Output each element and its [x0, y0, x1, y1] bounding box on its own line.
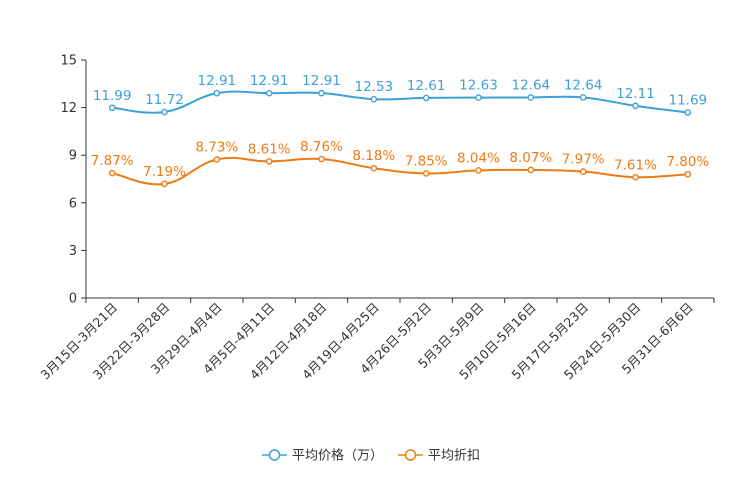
- y-tick-label: 15: [60, 54, 77, 69]
- data-label: 12.11: [616, 86, 655, 102]
- data-point: [161, 108, 168, 116]
- data-point: [213, 89, 221, 97]
- legend-label: 平均价格（万）: [292, 448, 383, 464]
- data-point: [108, 104, 116, 112]
- data-point: [475, 94, 482, 101]
- legend-marker-icon: [268, 449, 281, 461]
- data-label: 12.91: [198, 73, 237, 89]
- legend-marker-icon: [404, 449, 417, 461]
- legend-label: 平均折扣: [428, 449, 480, 464]
- series-1: 7.87% 7.19% 8.73% 8.61% 8.76% 8.18% 7.85% 8.04%…: [91, 139, 709, 188]
- legend-item[interactable]: 平均折扣: [398, 449, 480, 464]
- data-point: [527, 166, 535, 174]
- data-point: [422, 170, 430, 177]
- data-label: 8.18%: [352, 148, 395, 164]
- data-label: 12.64: [512, 77, 551, 93]
- y-axis: 0 3 6 9 12 15: [60, 54, 87, 307]
- data-point: [370, 95, 378, 103]
- data-label: 8.04%: [457, 150, 500, 166]
- data-label: 7.19%: [143, 164, 186, 180]
- data-label: 12.53: [355, 79, 394, 95]
- data-point: [213, 156, 221, 163]
- data-label: 12.64: [564, 77, 603, 93]
- x-axis: 3月15日-3月21日3月22日-3月28日3月29日-4月4日4月5日-4月1…: [37, 297, 715, 382]
- legend-item[interactable]: 平均价格（万）: [262, 448, 383, 464]
- data-point: [579, 94, 587, 101]
- data-point: [475, 167, 482, 174]
- data-point: [579, 168, 587, 175]
- data-label: 11.72: [145, 92, 184, 108]
- data-point: [632, 102, 639, 110]
- y-tick-label: 3: [69, 244, 77, 259]
- data-label: 8.61%: [248, 141, 291, 157]
- y-tick-label: 12: [60, 101, 77, 116]
- data-point: [108, 169, 116, 177]
- data-label: 12.61: [407, 78, 446, 94]
- data-label: 11.69: [669, 93, 708, 109]
- data-point: [684, 109, 692, 116]
- data-label: 8.73%: [195, 139, 238, 155]
- data-point: [632, 173, 639, 181]
- series-0: 11.99 11.72 12.91 12.91 12.91 12.53 12.61 12.63…: [93, 73, 708, 116]
- data-label: 7.87%: [91, 153, 134, 169]
- series-line: [112, 90, 688, 114]
- data-point: [422, 94, 430, 102]
- data-point: [370, 164, 378, 172]
- data-label: 12.91: [302, 73, 341, 89]
- series-line: [111, 156, 688, 186]
- data-point: [265, 158, 273, 165]
- y-tick-label: 0: [69, 292, 77, 307]
- data-label: 8.76%: [300, 139, 343, 155]
- data-point: [527, 94, 535, 101]
- data-label: 12.63: [459, 78, 498, 94]
- data-label: 12.91: [250, 73, 289, 89]
- data-label: 8.07%: [509, 150, 552, 166]
- series-layer: 11.99 11.72 12.91 12.91 12.91 12.53 12.61 12.63…: [91, 73, 709, 188]
- legend: 平均价格（万） 平均折扣: [262, 448, 480, 464]
- y-tick-label: 6: [69, 196, 77, 211]
- data-label: 11.99: [93, 88, 132, 104]
- data-point: [318, 89, 325, 97]
- data-label: 7.61%: [614, 157, 657, 173]
- data-point: [161, 180, 168, 188]
- data-label: 7.85%: [405, 153, 448, 169]
- data-point: [265, 89, 273, 97]
- data-point: [318, 155, 325, 163]
- y-tick-label: 9: [69, 149, 77, 164]
- data-label: 7.80%: [666, 154, 709, 170]
- data-label: 7.97%: [562, 152, 605, 168]
- data-point: [684, 170, 692, 178]
